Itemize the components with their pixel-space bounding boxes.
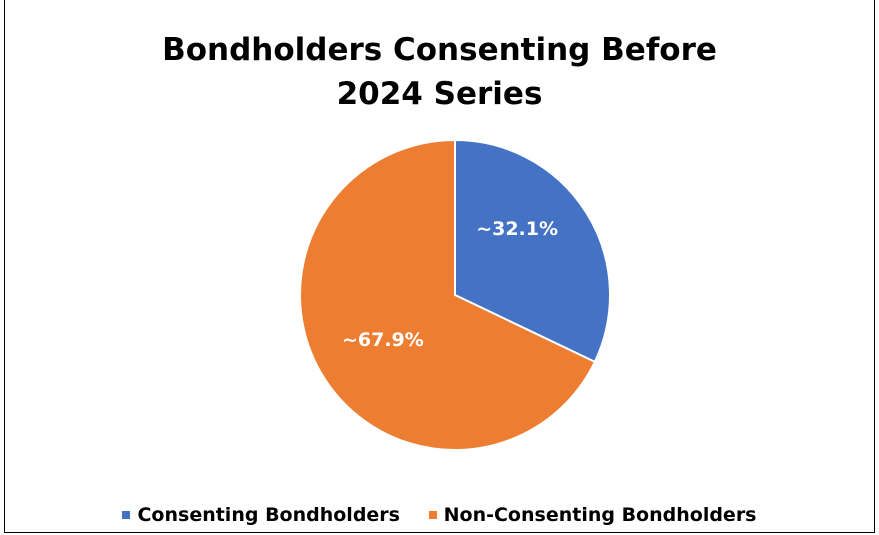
legend-item-consenting: Consenting Bondholders [122, 504, 400, 526]
legend-item-non-consenting: Non-Consenting Bondholders [428, 504, 757, 526]
slice-label-non-consenting: ~67.9% [342, 329, 424, 351]
legend-swatch-consenting [122, 511, 131, 519]
pie-chart: ~32.1% ~67.9% [299, 138, 611, 451]
slice-label-consenting: ~32.1% [476, 218, 558, 240]
legend-label-non-consenting: Non-Consenting Bondholders [443, 504, 757, 526]
legend-label-consenting: Consenting Bondholders [137, 504, 400, 526]
chart-title-line-2: 2024 Series [336, 76, 543, 112]
slice-consenting [454, 138, 611, 364]
slice-non-consenting [299, 138, 597, 451]
chart-title-line-1: Bondholders Consenting Before [162, 32, 717, 68]
chart-frame: Bondholders Consenting Before 2024 Serie… [4, 0, 875, 533]
chart-title: Bondholders Consenting Before 2024 Serie… [5, 28, 874, 116]
legend-swatch-non-consenting [428, 511, 437, 519]
chart-legend: Consenting Bondholders Non-Consenting Bo… [5, 502, 874, 526]
